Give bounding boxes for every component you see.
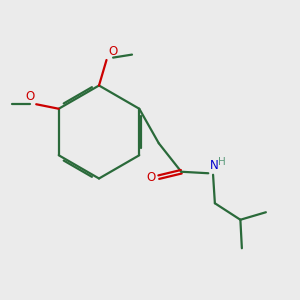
Text: H: H [218, 157, 226, 167]
Text: O: O [146, 171, 155, 184]
Text: O: O [108, 46, 117, 59]
Text: N: N [209, 159, 218, 172]
Text: O: O [26, 90, 35, 103]
